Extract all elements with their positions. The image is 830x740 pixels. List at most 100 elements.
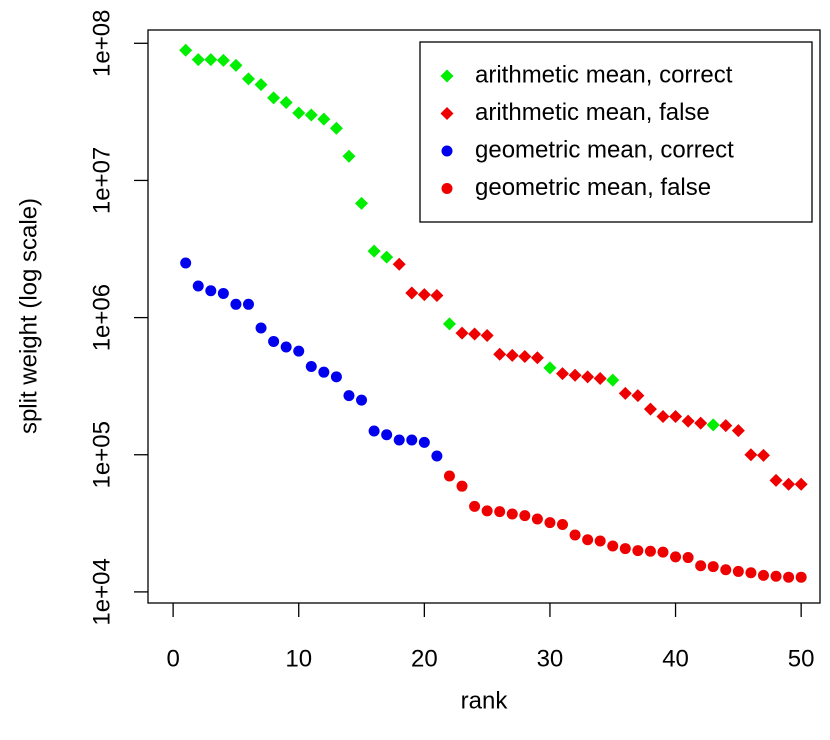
point	[732, 565, 744, 577]
point	[280, 341, 292, 353]
point	[292, 106, 306, 120]
point	[355, 196, 369, 210]
point	[368, 425, 380, 437]
point	[506, 508, 518, 520]
point	[656, 410, 670, 424]
point	[607, 540, 619, 552]
point	[644, 545, 656, 557]
point	[342, 149, 356, 163]
point	[531, 513, 543, 525]
legend-marker	[440, 107, 454, 120]
point	[392, 257, 406, 271]
point	[242, 298, 254, 310]
point	[254, 78, 268, 92]
point	[481, 505, 493, 517]
point	[317, 112, 331, 126]
y-tick-label: 1e+07	[88, 147, 115, 214]
legend-label: geometric mean, correct	[475, 136, 734, 163]
point	[241, 72, 255, 86]
x-tick-label: 40	[662, 645, 689, 672]
legend-marker	[441, 183, 453, 194]
point	[557, 519, 569, 531]
point	[757, 569, 769, 581]
point	[745, 567, 757, 579]
point	[706, 418, 720, 432]
point	[682, 552, 694, 564]
point	[744, 448, 758, 462]
point	[216, 53, 230, 67]
point	[669, 410, 683, 424]
point	[229, 58, 243, 72]
point	[783, 571, 795, 583]
point	[192, 280, 204, 292]
x-tick-label: 30	[537, 645, 564, 672]
point	[493, 347, 507, 361]
point	[569, 529, 581, 541]
point	[519, 510, 531, 522]
point	[631, 389, 645, 403]
y-tick-label: 1e+05	[88, 421, 115, 488]
point	[643, 402, 657, 416]
point	[179, 43, 193, 57]
point	[720, 564, 732, 576]
point	[267, 91, 281, 105]
point	[279, 96, 293, 110]
x-tick-label: 10	[285, 645, 312, 672]
point	[581, 370, 595, 384]
point	[657, 546, 669, 558]
legend-marker	[441, 145, 453, 157]
point	[544, 517, 556, 529]
point	[556, 367, 570, 381]
point	[670, 551, 682, 563]
point	[794, 477, 808, 491]
point	[330, 371, 342, 383]
point	[618, 386, 632, 400]
legend-label: arithmetic mean, false	[475, 99, 710, 126]
point	[795, 571, 807, 583]
point	[568, 368, 582, 382]
point	[191, 53, 205, 67]
x-tick-label: 0	[166, 645, 179, 672]
point	[268, 335, 280, 347]
point	[431, 450, 443, 462]
point	[417, 288, 431, 302]
point	[418, 436, 430, 448]
point	[480, 329, 494, 343]
point	[543, 361, 557, 375]
point	[632, 545, 644, 557]
legend-label: geometric mean, false	[475, 174, 711, 201]
point	[405, 286, 419, 300]
point	[304, 108, 318, 122]
point	[329, 121, 343, 135]
point	[305, 360, 317, 372]
legend-box	[419, 41, 813, 223]
point	[380, 250, 394, 264]
point	[770, 570, 782, 582]
point	[681, 414, 695, 428]
point	[230, 298, 242, 310]
point	[494, 506, 506, 518]
point	[756, 448, 770, 462]
point	[180, 257, 192, 269]
point	[393, 434, 405, 446]
point	[530, 351, 544, 365]
point	[782, 477, 796, 491]
point	[343, 390, 355, 402]
point	[769, 473, 783, 487]
point	[468, 327, 482, 341]
y-tick-label: 1e+08	[88, 10, 115, 77]
y-tick-label: 1e+04	[88, 558, 115, 625]
point	[505, 348, 519, 362]
point	[367, 244, 381, 258]
point	[443, 470, 455, 482]
point	[582, 534, 594, 546]
point	[694, 416, 708, 430]
legend-label: arithmetic mean, correct	[475, 61, 733, 88]
point	[594, 535, 606, 547]
plot-box	[147, 29, 821, 604]
point	[456, 480, 468, 492]
x-tick-label: 50	[788, 645, 815, 672]
y-axis-label: split weight (log scale)	[15, 198, 42, 434]
point	[356, 394, 368, 406]
x-tick-label: 20	[411, 645, 438, 672]
